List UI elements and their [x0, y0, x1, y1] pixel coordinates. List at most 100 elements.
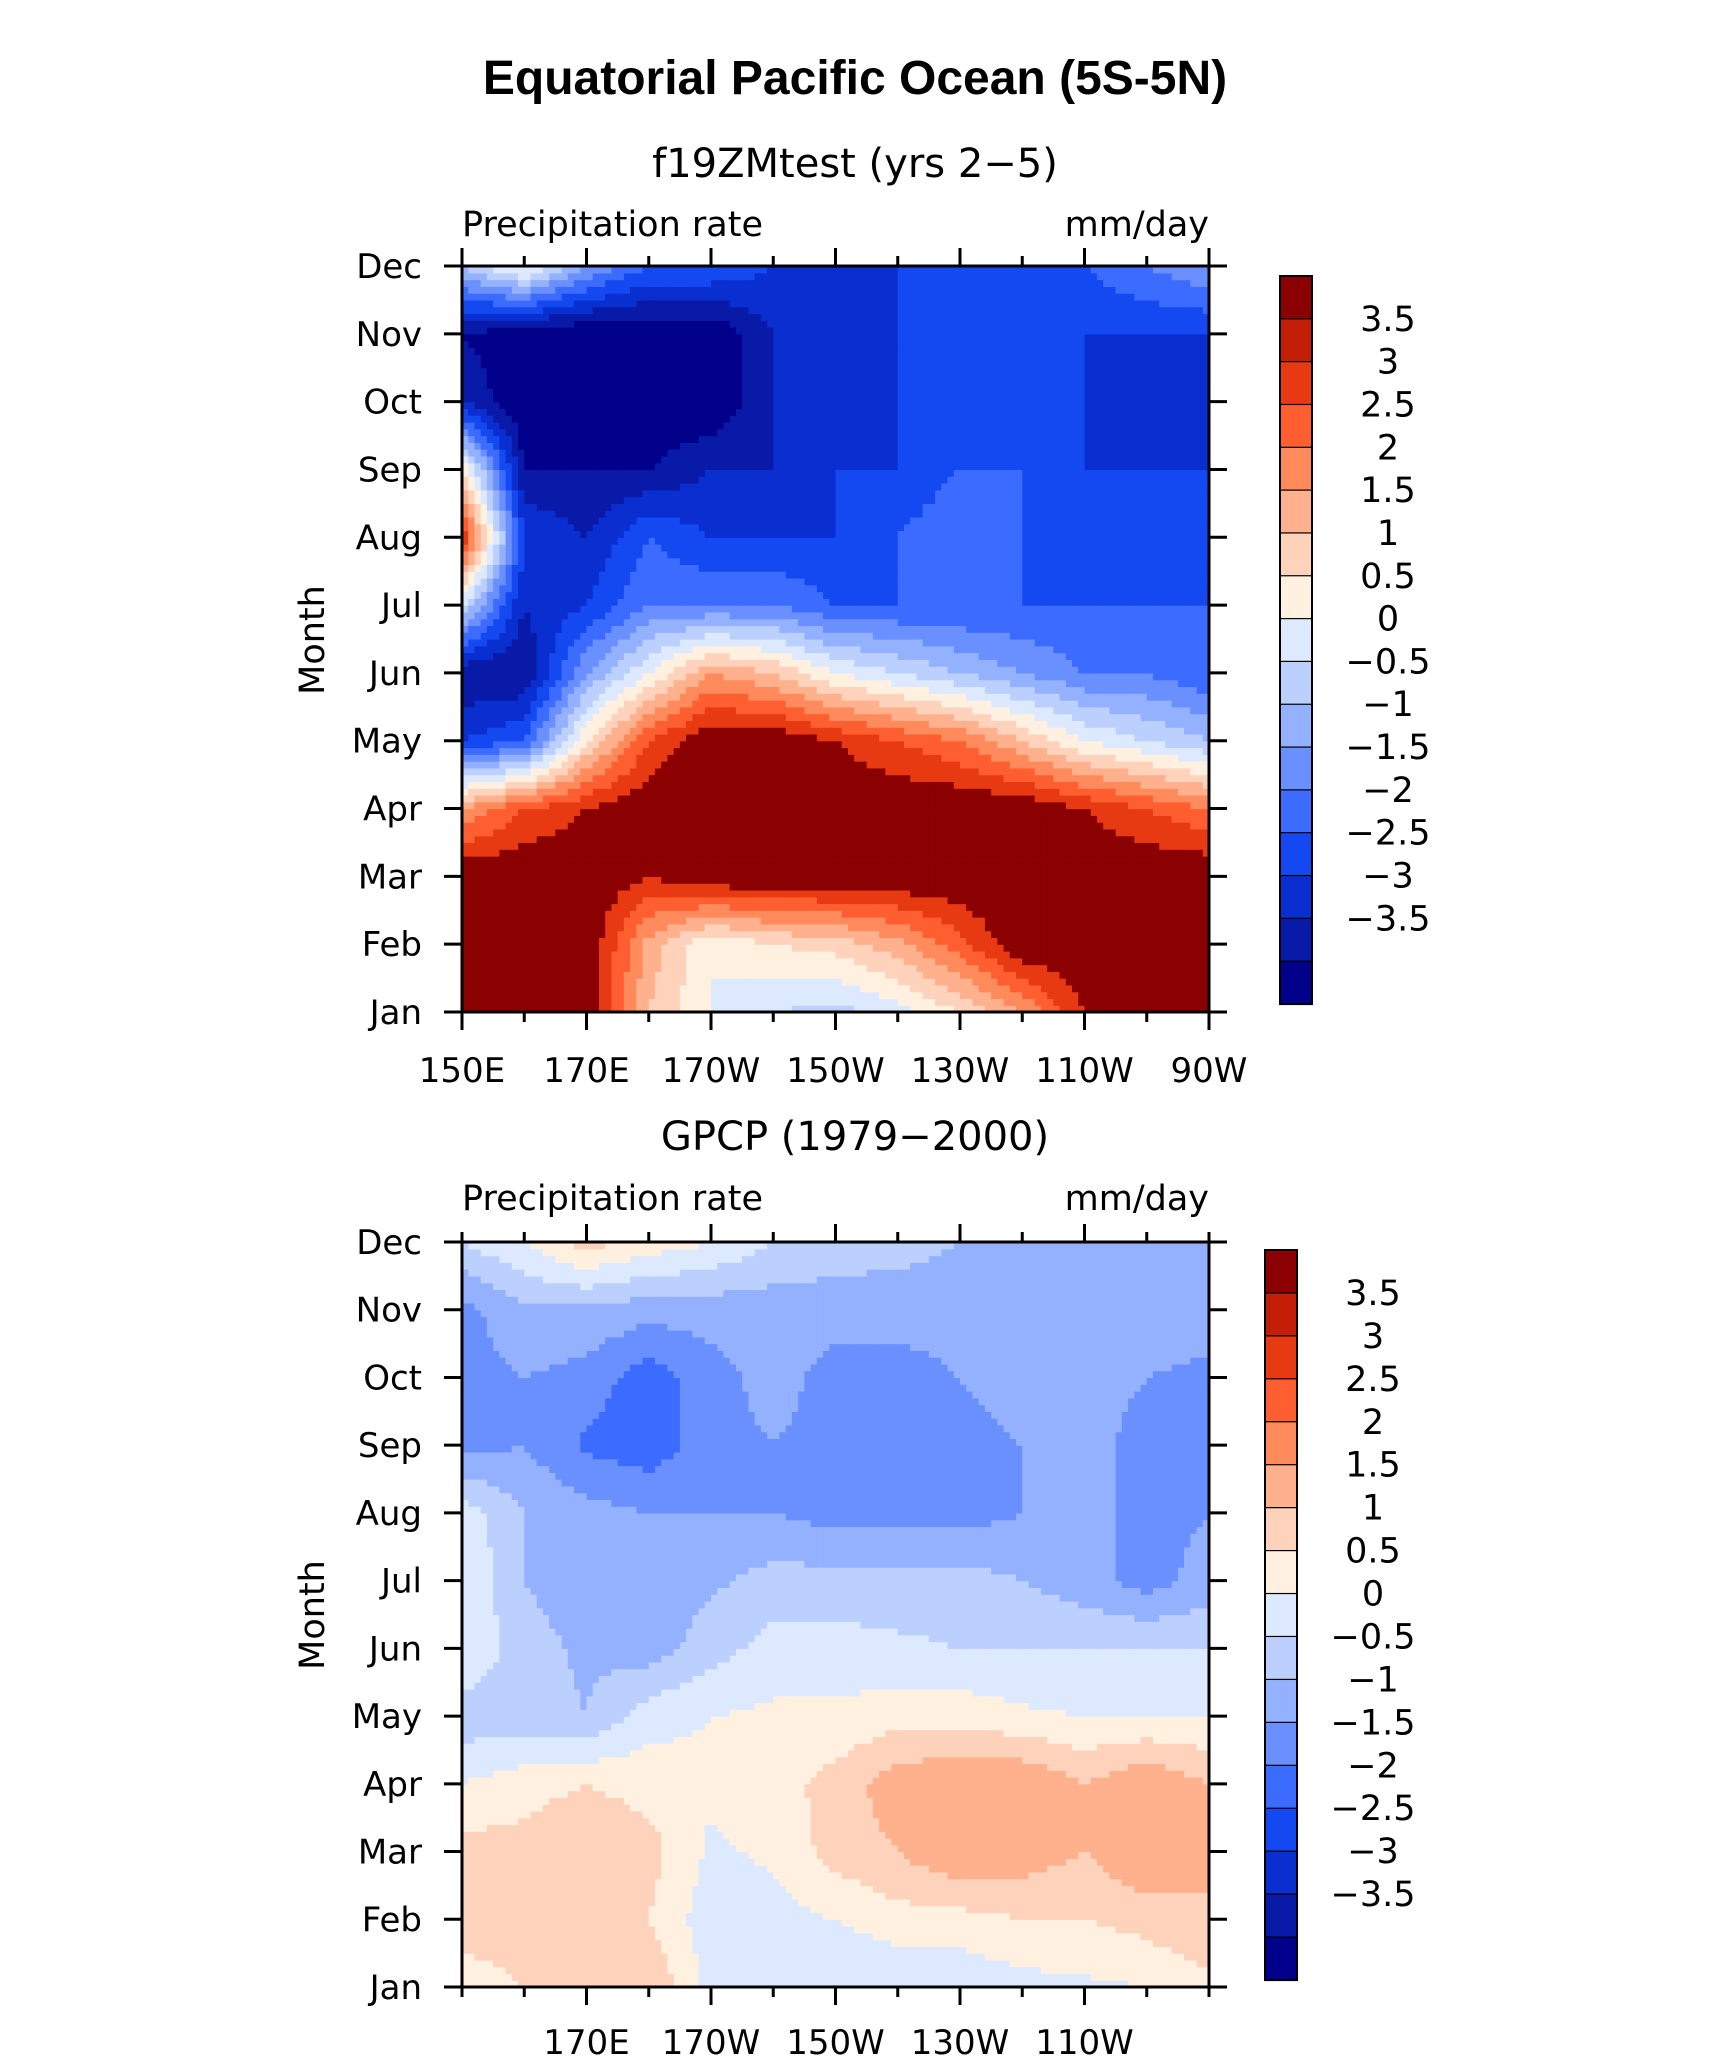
contour-cell	[1053, 734, 1060, 741]
contour-cell	[562, 734, 569, 741]
contour-cell	[997, 761, 1004, 768]
contour-cell	[773, 971, 780, 978]
contour-cell	[904, 754, 911, 761]
contour-cell	[879, 768, 886, 775]
contour-cell	[1072, 978, 1079, 985]
contour-cell	[487, 903, 494, 910]
contour-cell	[580, 965, 587, 972]
contour-cell	[1091, 910, 1098, 917]
contour-cell	[1184, 876, 1191, 883]
contour-cell	[1004, 788, 1011, 795]
contour-cell	[487, 998, 494, 1005]
contour-cell	[587, 754, 594, 761]
contour-cell	[1085, 802, 1092, 809]
contour-cell	[1109, 903, 1116, 910]
contour-cell	[836, 958, 843, 965]
contour-cell	[661, 985, 668, 992]
contour-cell	[692, 795, 699, 802]
contour-cell	[829, 863, 836, 870]
contour-cell	[711, 761, 718, 768]
contour-cell	[1128, 944, 1135, 951]
contour-cell	[692, 829, 699, 836]
contour-cell	[991, 788, 998, 795]
contour-cell	[1078, 856, 1085, 863]
contour-cell	[1159, 802, 1166, 809]
contour-cell	[954, 937, 961, 944]
contour-cell	[530, 897, 537, 904]
contour-cell	[1153, 809, 1160, 816]
contour-cell	[649, 754, 656, 761]
contour-cell	[860, 924, 867, 931]
contour-cell	[1184, 937, 1191, 944]
contour-cell	[1010, 876, 1017, 883]
contour-cell	[786, 978, 793, 985]
contour-cell	[985, 863, 992, 870]
contour-cell	[773, 917, 780, 924]
contour-cell	[1159, 829, 1166, 836]
contour-cell	[761, 768, 768, 775]
contour-cell	[1178, 815, 1185, 822]
contour-cell	[755, 897, 762, 904]
contour-cell	[892, 876, 899, 883]
contour-cell	[904, 897, 911, 904]
contour-cell	[798, 741, 805, 748]
contour-cell	[481, 924, 488, 931]
contour-cell	[811, 815, 818, 822]
contour-cell	[667, 897, 674, 904]
contour-cell	[867, 910, 874, 917]
contour-cell	[487, 748, 494, 755]
contour-cell	[1190, 985, 1197, 992]
contour-cell	[910, 937, 917, 944]
contour-cell	[736, 836, 743, 843]
contour-cell	[667, 992, 674, 999]
contour-cell	[767, 829, 774, 836]
contour-cell	[948, 897, 955, 904]
contour-cell	[599, 741, 606, 748]
contour-cell	[910, 971, 917, 978]
contour-cell	[997, 856, 1004, 863]
contour-cell	[985, 856, 992, 863]
contour-cell	[892, 978, 899, 985]
contour-cell	[804, 781, 811, 788]
contour-cell	[954, 754, 961, 761]
contour-cell	[1116, 883, 1123, 890]
contour-cell	[1035, 836, 1042, 843]
contour-cell	[742, 809, 749, 816]
contour-cell	[661, 836, 668, 843]
contour-cell	[904, 781, 911, 788]
contour-cell	[549, 856, 556, 863]
contour-cell	[723, 903, 730, 910]
contour-cell	[1147, 734, 1154, 741]
contour-cell	[1184, 768, 1191, 775]
contour-cell	[910, 883, 917, 890]
contour-cell	[705, 781, 712, 788]
contour-cell	[680, 897, 687, 904]
contour-cell	[717, 870, 724, 877]
contour-cell	[798, 788, 805, 795]
contour-cell	[723, 748, 730, 755]
contour-cell	[879, 890, 886, 897]
contour-cell	[624, 937, 631, 944]
contour-cell	[605, 748, 612, 755]
contour-cell	[910, 951, 917, 958]
contour-cell	[761, 876, 768, 883]
contour-cell	[618, 883, 625, 890]
contour-cell	[792, 802, 799, 809]
contour-cell	[493, 727, 500, 734]
contour-cell	[867, 971, 874, 978]
contour-cell	[985, 768, 992, 775]
contour-cell	[1147, 822, 1154, 829]
contour-cell	[910, 985, 917, 992]
contour-cell	[1060, 748, 1067, 755]
contour-cell	[686, 842, 693, 849]
contour-cell	[599, 910, 606, 917]
contour-cell	[1078, 748, 1085, 755]
contour-cell	[755, 734, 762, 741]
contour-cell	[624, 741, 631, 748]
contour-cell	[898, 856, 905, 863]
contour-cell	[587, 890, 594, 897]
contour-cell	[1047, 951, 1054, 958]
contour-cell	[929, 998, 936, 1005]
contour-cell	[661, 944, 668, 951]
contour-cell	[643, 897, 650, 904]
